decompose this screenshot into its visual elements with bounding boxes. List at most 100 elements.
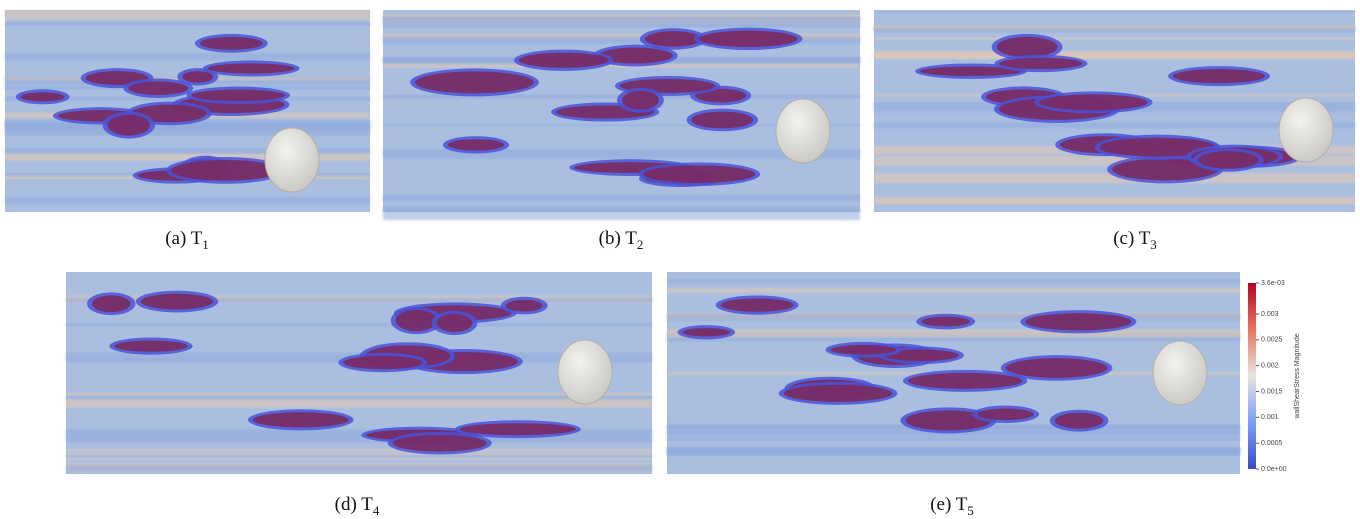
- vortex-core: [191, 90, 285, 102]
- sphere: [1279, 98, 1333, 162]
- stripe: [5, 22, 370, 26]
- vortex-core: [92, 295, 130, 312]
- stripe: [874, 28, 1355, 32]
- colorbar-tick-label: 0.0005: [1261, 440, 1283, 447]
- panels: wallShearStress Magnitude 3.6e-03 0.003 0.…: [0, 0, 1360, 519]
- vortex-core: [108, 115, 150, 136]
- vortex-core: [1039, 94, 1147, 110]
- stripe: [667, 279, 1240, 282]
- colorbar-tick-label: 3.6e-03: [1261, 280, 1285, 287]
- vortex-core: [999, 58, 1082, 69]
- colorbar-tick-label: 0.0025: [1261, 337, 1283, 344]
- vortex-core: [699, 31, 798, 47]
- vortex-core: [208, 63, 295, 73]
- vortex-core: [1198, 151, 1258, 169]
- stripe: [5, 10, 370, 19]
- stripe: [874, 52, 1355, 59]
- vortex-core: [1006, 358, 1108, 378]
- vortex-core: [171, 160, 281, 181]
- colorbar-tick-label: 0.0015: [1261, 388, 1283, 395]
- colorbar-tick-label: 0.001: [1261, 414, 1279, 421]
- vortex-core: [114, 341, 187, 352]
- colorbar-title: wallShearStress Magnitude: [1294, 333, 1301, 419]
- vortex-core: [908, 373, 1022, 389]
- vortex-core: [448, 139, 504, 150]
- vortex-core: [682, 328, 730, 336]
- flow-panel: [5, 10, 370, 212]
- vortex-core: [977, 409, 1034, 421]
- flow-panel: [667, 272, 1240, 474]
- caption-label: (b) T: [599, 228, 637, 249]
- vortex-core: [645, 31, 702, 47]
- vortex-core: [460, 423, 576, 435]
- vortex-core: [1055, 413, 1104, 429]
- vortex-core: [141, 294, 213, 310]
- colorbar-gradient: [1248, 283, 1256, 469]
- flow-panel: [383, 10, 860, 220]
- caption-subscript: 4: [373, 503, 380, 518]
- caption-label: (c) T: [1113, 228, 1150, 249]
- vortex-core: [519, 53, 609, 68]
- vortex-core: [830, 345, 896, 355]
- stripe: [66, 458, 652, 460]
- caption-label: (d) T: [335, 494, 373, 515]
- caption-subscript: 2: [637, 237, 644, 252]
- vortex-core: [622, 91, 659, 110]
- vortex-core: [21, 92, 65, 101]
- stripe: [667, 447, 1240, 456]
- sphere: [265, 128, 319, 192]
- caption: (a) T1: [165, 228, 209, 253]
- vortex-core: [997, 37, 1058, 57]
- stripe: [874, 37, 1355, 40]
- stripe: [66, 449, 652, 452]
- stripe: [66, 323, 652, 327]
- stripe: [66, 455, 652, 457]
- vortex-core: [396, 310, 437, 331]
- stripe: [66, 396, 652, 400]
- caption-label: (e) T: [930, 494, 967, 515]
- vortex-core: [415, 71, 534, 93]
- vortex-core: [691, 112, 753, 129]
- stripe: [667, 283, 1240, 285]
- caption-label: (a) T: [165, 228, 202, 249]
- vortex-core: [506, 300, 543, 312]
- stripe: [874, 197, 1355, 203]
- vortex-core: [921, 317, 970, 327]
- vortex-core: [182, 71, 213, 82]
- sphere: [558, 340, 612, 404]
- flow-panel: [874, 10, 1355, 212]
- vortex-core: [128, 82, 188, 95]
- vortex-core: [437, 314, 473, 332]
- stripe: [383, 211, 860, 221]
- colorbar-tick-label: 0.0e+00: [1261, 466, 1287, 473]
- stripe: [667, 330, 1240, 338]
- stripe: [383, 17, 860, 26]
- stripe: [66, 465, 652, 471]
- colorbar: wallShearStress Magnitude 3.6e-03 0.003 0.…: [1248, 280, 1301, 473]
- vortex-core: [721, 298, 794, 311]
- caption: (b) T2: [599, 228, 644, 253]
- caption: (d) T4: [335, 494, 380, 519]
- stripe: [66, 436, 652, 443]
- stripe: [667, 288, 1240, 293]
- vortex-core: [643, 165, 755, 183]
- sphere: [1153, 341, 1207, 405]
- stripe: [874, 11, 1355, 13]
- caption-subscript: 5: [967, 503, 974, 518]
- figure: wallShearStress Magnitude 3.6e-03 0.003 0.…: [0, 0, 1360, 519]
- vortex-core: [1173, 69, 1265, 83]
- colorbar-tick-label: 0.003: [1261, 311, 1279, 318]
- caption: (e) T5: [930, 494, 974, 519]
- stripe: [383, 194, 860, 201]
- stripe: [667, 436, 1240, 441]
- stripe: [66, 399, 652, 408]
- vortex-core: [200, 37, 263, 50]
- caption-subscript: 1: [202, 237, 209, 252]
- sphere: [776, 99, 830, 163]
- stripe: [5, 196, 370, 204]
- vortex-core: [784, 385, 893, 402]
- vortex-core: [343, 356, 422, 369]
- colorbar-tick-label: 0.002: [1261, 363, 1279, 370]
- vortex-core: [393, 435, 487, 451]
- caption: (c) T3: [1113, 228, 1157, 253]
